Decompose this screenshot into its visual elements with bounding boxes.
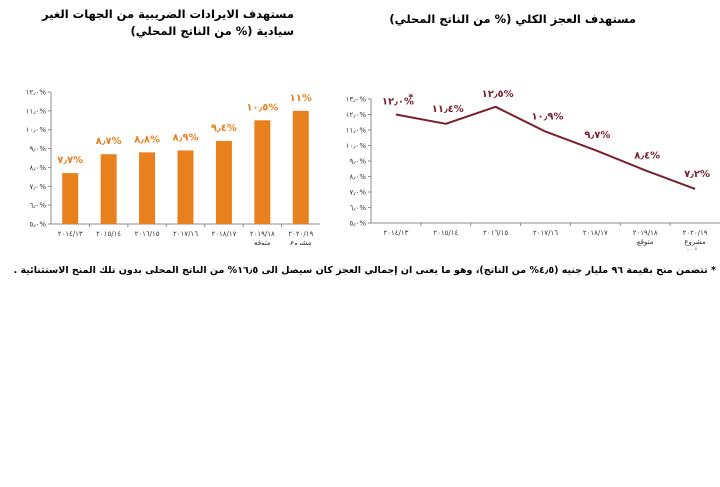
bar-chart-category-label: ٢٠١٦/١٥: [135, 230, 160, 238]
bar-chart-y-tick-label: ٨٫٠%: [30, 164, 47, 172]
bar-chart-category-label: ٢٠١٧/١٦: [173, 230, 198, 238]
line-chart-value-label: ١٢٫٥%: [482, 89, 514, 100]
bar-chart-y-tick-label: ١١٫٠%: [26, 107, 47, 115]
line-chart-category-label: ٢٠١٤/١٣: [383, 229, 408, 237]
line-chart-y-tick-label: ٥٫٠%: [350, 220, 367, 228]
line-chart-y-tick-label: ٨٫٠%: [350, 173, 367, 181]
bar-chart-y-tick-label: ٥٫٠%: [30, 221, 47, 229]
line-chart-value-label: ١٠٫٩%: [531, 112, 563, 123]
bar-chart-value-label: ١١%: [290, 93, 312, 104]
line-chart-footnote-marker: *: [408, 93, 414, 104]
tax-revenue-chart-title-line2: سيادية (% من الناتج المحلي): [130, 24, 295, 38]
bar-chart-value-label: ١٠٫٥%: [246, 102, 278, 113]
line-chart-category-label: ٢٠٢٠/١٩: [683, 229, 708, 237]
bar-chart-y-tick-label: ٦٫٠%: [30, 202, 47, 210]
line-chart-category-label: ٢٠١٧/١٦: [533, 229, 558, 237]
line-chart-category-label: ٢٠١٨/١٧: [583, 229, 608, 237]
line-chart-value-label: ٩٫٧%: [584, 130, 610, 141]
tax-revenue-bar-chart: ٥٫٠% ٦٫٠% ٧٫٠% ٨٫٠% ٩٫٠% ١٠٫٠% ١١٫٠% ١٢٫٠% ٧٫٧% ٨…: [26, 89, 320, 245]
line-chart-series-line: [395, 105, 696, 190]
line-chart-value-label: ٧٫٢%: [684, 169, 710, 180]
line-chart-y-tick-label: ١٣٫٠%: [346, 96, 367, 104]
line-chart-category-label: ٢٠١٦/١٥: [483, 229, 508, 237]
line-chart-value-label: ١٢٫٠%: [382, 97, 414, 108]
line-chart-category-label: ٢٠١٩/١٨: [633, 229, 658, 237]
bar-chart-value-label: ٩٫٤%: [211, 123, 237, 134]
line-chart-y-tick-label: ٦٫٠%: [350, 204, 367, 212]
bar-chart-category-label: ٢٠١٥/١٤: [96, 230, 121, 238]
line-chart-value-label: ١١٫٤%: [432, 104, 464, 115]
line-chart-value-label: ٨٫٤%: [634, 150, 660, 161]
line-chart-category-label: ٢٠١٥/١٤: [433, 229, 458, 237]
line-chart-category-label: مشروع: [684, 238, 706, 246]
bar-chart-value-label: ٧٫٧%: [57, 155, 83, 166]
bar-chart-category-label: متوقع: [254, 239, 271, 245]
footnote: * تتضمن منح بقيمة ٩٦ مليار جنيه (٤٫٥% من…: [13, 265, 716, 276]
bar-chart-y-tick-label: ٧٫٠%: [30, 183, 47, 191]
bar-chart-value-label: ٨٫٩%: [173, 132, 199, 143]
bar-chart-bar: [292, 110, 309, 224]
line-chart-y-tick-label: ١٢٫٠%: [346, 111, 367, 119]
line-chart-category-label: موازنة: [686, 247, 705, 250]
bar-chart-bar: [100, 154, 117, 224]
bar-chart-bar: [62, 173, 79, 224]
deficit-line-chart: ٥٫٠% ٦٫٠% ٧٫٠% ٨٫٠% ٩٫٠% ١٠٫٠% ١١٫٠% ١٢٫٠% ١٣٫٠%…: [346, 89, 720, 250]
line-chart-y-tick-label: ١١٫٠%: [346, 127, 367, 135]
line-chart-y-tick-label: ٩٫٠%: [350, 158, 367, 166]
bar-chart-category-label: مشروع: [290, 239, 312, 245]
line-chart-y-tick-label: ٧٫٠%: [350, 189, 367, 197]
bar-chart-value-label: ٨٫٧%: [96, 136, 122, 147]
bar-chart-bar: [215, 141, 232, 224]
bar-chart-category-label: ٢٠١٤/١٣: [58, 230, 83, 238]
bar-chart-y-tick-label: ١٠٫٠%: [26, 126, 47, 134]
bar-chart-category-label: ٢٠١٩/١٨: [250, 230, 275, 238]
bar-chart-bar: [254, 120, 271, 224]
bar-chart-bar: [139, 152, 156, 224]
line-chart-y-tick-label: ١٠٫٠%: [346, 142, 367, 150]
bar-chart-value-label: ٨٫٨%: [134, 134, 160, 145]
line-chart-category-label: متوقع: [637, 238, 654, 246]
bar-chart-category-label: ٢٠١٨/١٧: [211, 230, 236, 238]
bar-chart-bar: [177, 150, 194, 224]
deficit-chart-title: مستهدف العجز الكلي (% من الناتج المحلي): [389, 12, 636, 26]
tax-revenue-chart-title-line1: مستهدف الايرادات الضريبية من الجهات الغي…: [42, 7, 294, 21]
bar-chart-category-label: ٢٠٢٠/١٩: [288, 230, 313, 238]
bar-chart-y-tick-label: ٩٫٠%: [30, 145, 47, 153]
tax-revenue-chart-title: مستهدف الايرادات الضريبية من الجهات الغي…: [20, 6, 294, 40]
bar-chart-y-tick-label: ١٢٫٠%: [26, 89, 47, 97]
